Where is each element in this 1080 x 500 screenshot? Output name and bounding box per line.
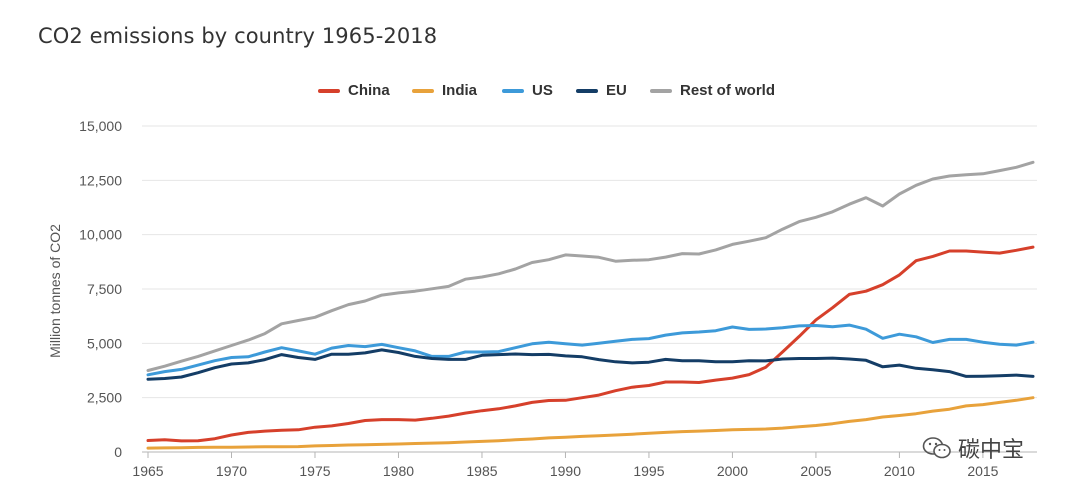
x-tick-label: 1965 (132, 463, 163, 479)
legend-label-india: India (442, 82, 478, 99)
legend-swatch-india (412, 88, 434, 93)
chart-legend: China India US EU Rest of world (0, 82, 1080, 104)
series-line-eu (146, 348, 1035, 381)
series-china (146, 245, 1035, 443)
series-line-rest-of-world (146, 160, 1035, 372)
y-axis-label: Million tonnes of CO2 (47, 224, 63, 358)
legend-label-china: China (348, 82, 390, 99)
y-tick-label: 2,500 (87, 390, 122, 406)
watermark: 碳中宝 (922, 432, 1024, 464)
legend-swatch-rest-of-world (650, 88, 672, 93)
x-tick-label: 2015 (967, 463, 998, 479)
x-tick-label: 1985 (466, 463, 497, 479)
series-us (146, 323, 1035, 377)
legend-item-us: US (502, 82, 553, 99)
legend-label-rest-of-world: Rest of world (680, 82, 776, 99)
y-tick-label: 5,000 (87, 335, 122, 351)
legend-swatch-china (318, 88, 340, 93)
legend-item-india: India (412, 82, 477, 99)
series-line-india (146, 396, 1035, 450)
x-tick-label: 1990 (550, 463, 581, 479)
legend-swatch-us (502, 88, 524, 93)
y-tick-label: 12,500 (79, 172, 122, 188)
series-rest-of-world (146, 160, 1035, 372)
wechat-logo-icon (922, 437, 951, 459)
legend-item-china: China (318, 82, 390, 99)
series-india (146, 396, 1035, 450)
watermark-text: 碳中宝 (958, 438, 1025, 463)
x-tick-label: 2005 (800, 463, 831, 479)
legend-item-rest-of-world: Rest of world (650, 82, 775, 99)
y-tick-label: 7,500 (87, 281, 122, 297)
x-tick-label: 1995 (633, 463, 664, 479)
y-tick-label: 0 (114, 444, 122, 460)
legend-label-us: US (532, 82, 553, 99)
legend-label-eu: EU (606, 82, 627, 99)
x-tick-label: 1980 (383, 463, 414, 479)
chart-title: CO2 emissions by country 1965-2018 (38, 24, 438, 48)
legend-item-eu: EU (576, 82, 627, 99)
x-tick-label: 1970 (216, 463, 247, 479)
legend-swatch-eu (576, 88, 598, 93)
y-tick-label: 10,000 (79, 227, 122, 243)
x-tick-label: 2010 (884, 463, 915, 479)
series-line-china (146, 245, 1035, 443)
x-tick-label: 1975 (299, 463, 330, 479)
series-eu (146, 348, 1035, 381)
x-tick-label: 2000 (717, 463, 748, 479)
series-line-us (146, 323, 1035, 377)
y-tick-label: 15,000 (79, 118, 122, 134)
